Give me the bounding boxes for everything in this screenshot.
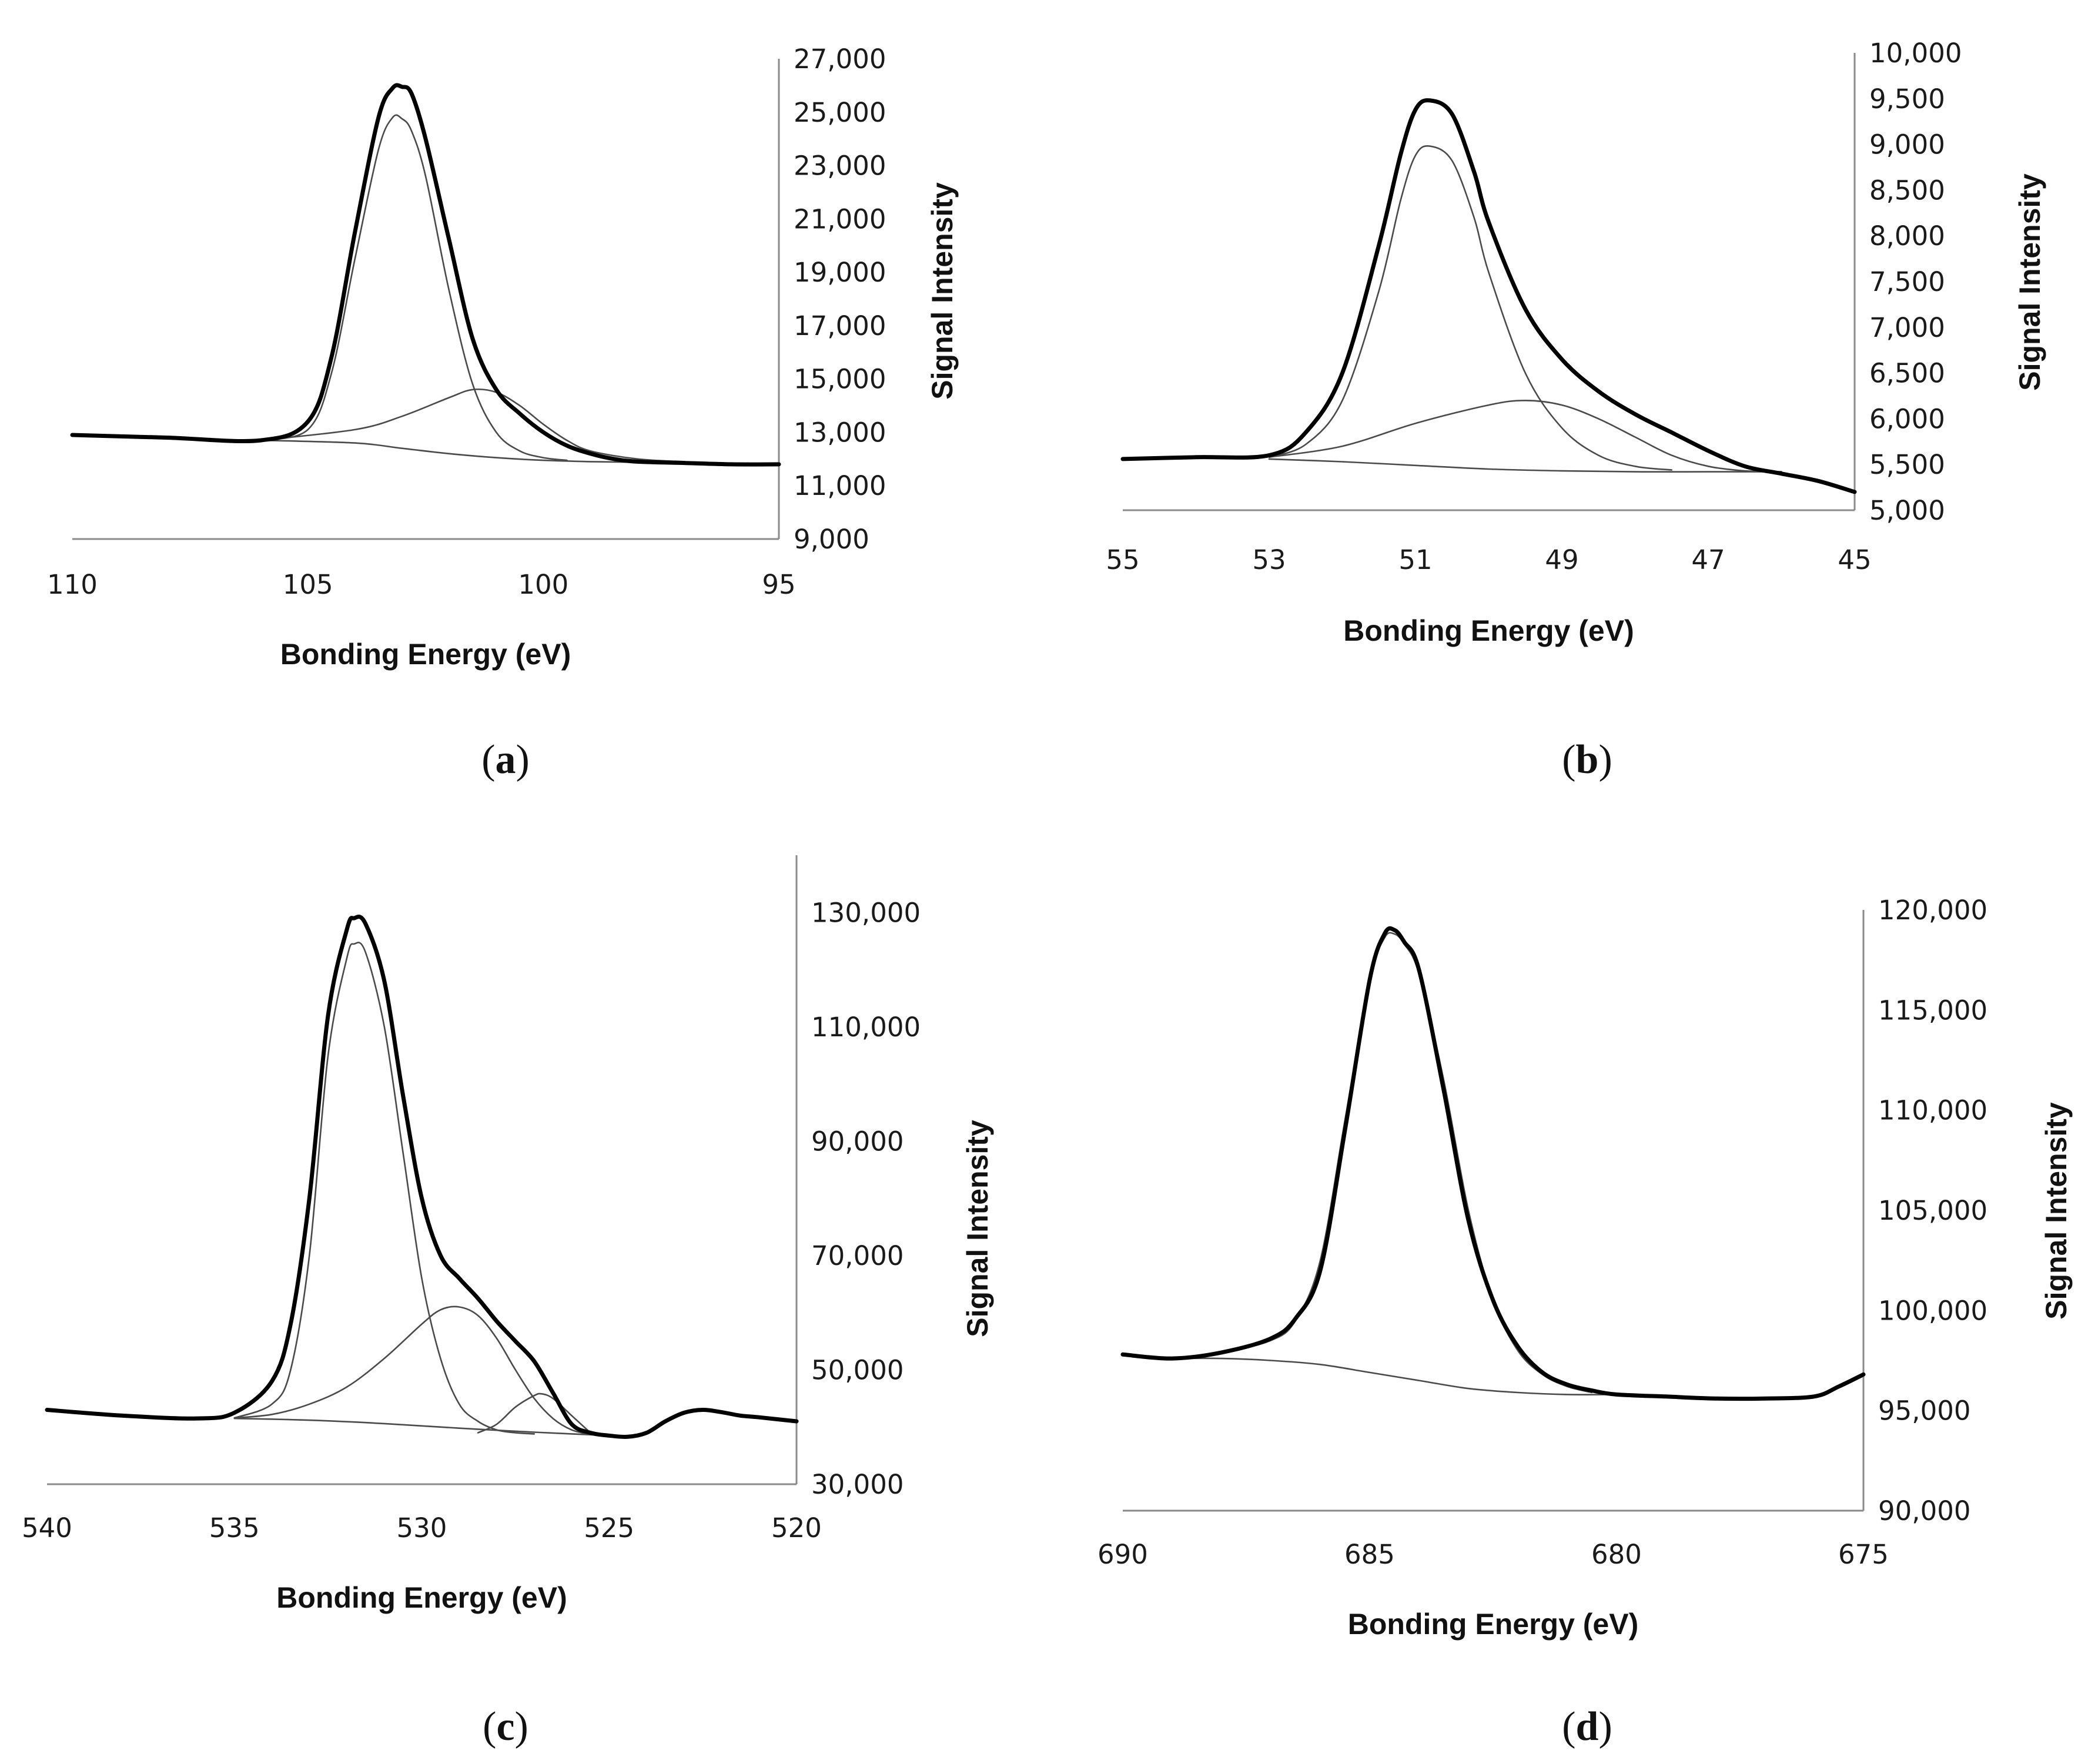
x-axis-title: Bonding Energy (eV) [276,1581,567,1614]
y-tick-label: 21,000 [794,203,886,235]
x-axis-title: Bonding Energy (eV) [1343,614,1634,647]
chart-panel-a: 110 105 100 95 9,000 11,000 13,000 15,000 17,000… [47,43,959,782]
chart-panel-c: 540 535 530 525 520 30,000 50,000 70,000 90,000 1… [22,855,994,1749]
panel-letter: a [496,737,516,782]
x-tick-label: 105 [283,569,333,600]
y-tick-label: 9,000 [1869,129,1945,160]
x-tick-label: 45 [1838,544,1871,575]
y-tick-label: 105,000 [1878,1195,1987,1226]
series-line-measured [1120,98,1857,494]
x-tick-label: 540 [22,1512,72,1544]
y-tick-label: 5,000 [1869,495,1945,526]
y-tick-label: 95,000 [1878,1395,1970,1427]
series-line-measured [1120,926,1866,1401]
y-axis-title: Signal Intensity [926,182,959,400]
chart-panel-d: 690 685 680 675 90,000 95,000 100,000 105,000 11… [1097,895,2073,1749]
x-tick-label: 520 [771,1512,822,1544]
x-axis-title: Bonding Energy (eV) [280,638,571,671]
panel-letter: c [496,1704,514,1749]
y-tick-label: 130,000 [811,897,921,928]
y-tick-label: 15,000 [794,364,886,395]
y-tick-label: 19,000 [794,257,886,288]
series-line-baseline [260,439,685,464]
y-tick-label: 25,000 [794,97,886,128]
y-axis-title: Signal Intensity [2040,1102,2073,1320]
panel-letter: b [1576,737,1599,782]
x-tick-label: 53 [1252,544,1286,575]
chart-panel-b: 55 53 51 49 47 45 5,000 5,500 6,000 6,500 7,000 7,5… [1106,38,2046,782]
y-tick-label: 70,000 [811,1240,904,1271]
series-line-fit-1 [233,942,536,1435]
y-tick-label: 9,500 [1869,83,1945,115]
series-line-fit-1 [1171,932,1593,1394]
series-line-baseline [1268,458,1782,473]
panel-label: (a) [481,737,530,782]
y-tick-label: 110,000 [1878,1095,1987,1126]
series-line-baseline [1171,1357,1618,1395]
y-tick-label: 115,000 [1878,995,1987,1026]
y-axis-title: Signal Intensity [961,1120,994,1337]
y-tick-label: 30,000 [811,1469,904,1500]
series-line-measured [45,915,799,1439]
y-tick-label: 7,000 [1869,312,1945,343]
y-tick-label: 11,000 [794,470,886,501]
x-axis-title: Bonding Energy (eV) [1348,1608,1638,1641]
y-tick-label: 17,000 [794,310,886,342]
panel-label: (d) [1562,1704,1612,1749]
y-tick-label: 90,000 [811,1126,904,1157]
y-axis-title: Signal Intensity [2013,173,2046,391]
x-tick-label: 51 [1398,544,1432,575]
y-tick-label: 9,000 [794,524,869,555]
y-tick-label: 13,000 [794,417,886,448]
x-tick-label: 680 [1591,1539,1642,1570]
series-line-fit-2 [233,1306,591,1435]
panel-label: (c) [483,1704,528,1749]
y-tick-label: 8,500 [1869,175,1945,206]
x-tick-label: 530 [397,1512,447,1544]
y-tick-label: 8,000 [1869,220,1945,252]
x-tick-label: 535 [209,1512,260,1544]
x-tick-label: 110 [47,569,98,600]
series-line-fit-1 [1268,145,1673,471]
x-tick-label: 49 [1545,544,1578,575]
y-tick-label: 120,000 [1878,895,1987,926]
series-line-fit-1 [260,114,568,461]
x-tick-label: 95 [762,569,795,600]
y-tick-label: 6,000 [1869,403,1945,434]
x-tick-label: 55 [1106,544,1139,575]
y-tick-label: 23,000 [794,150,886,182]
series-line-fit-2 [1268,400,1782,473]
y-tick-label: 27,000 [794,43,886,75]
y-tick-label: 50,000 [811,1354,904,1385]
x-tick-label: 100 [518,569,568,600]
x-tick-label: 690 [1097,1539,1148,1570]
series-line-measured [70,83,781,467]
y-tick-label: 7,500 [1869,266,1945,297]
y-tick-label: 100,000 [1878,1295,1987,1326]
series-line-baseline [233,1417,610,1437]
y-tick-label: 6,500 [1869,358,1945,389]
y-tick-label: 10,000 [1869,38,1962,69]
y-tick-label: 5,500 [1869,449,1945,480]
panel-label: (b) [1562,737,1612,782]
y-tick-label: 110,000 [811,1012,921,1043]
panel-letter: d [1576,1704,1599,1749]
series-line-fit-3 [477,1393,591,1434]
x-tick-label: 675 [1838,1539,1889,1570]
x-tick-label: 685 [1344,1539,1395,1570]
x-tick-label: 47 [1691,544,1725,575]
x-tick-label: 525 [584,1512,634,1544]
y-tick-label: 90,000 [1878,1495,1970,1527]
